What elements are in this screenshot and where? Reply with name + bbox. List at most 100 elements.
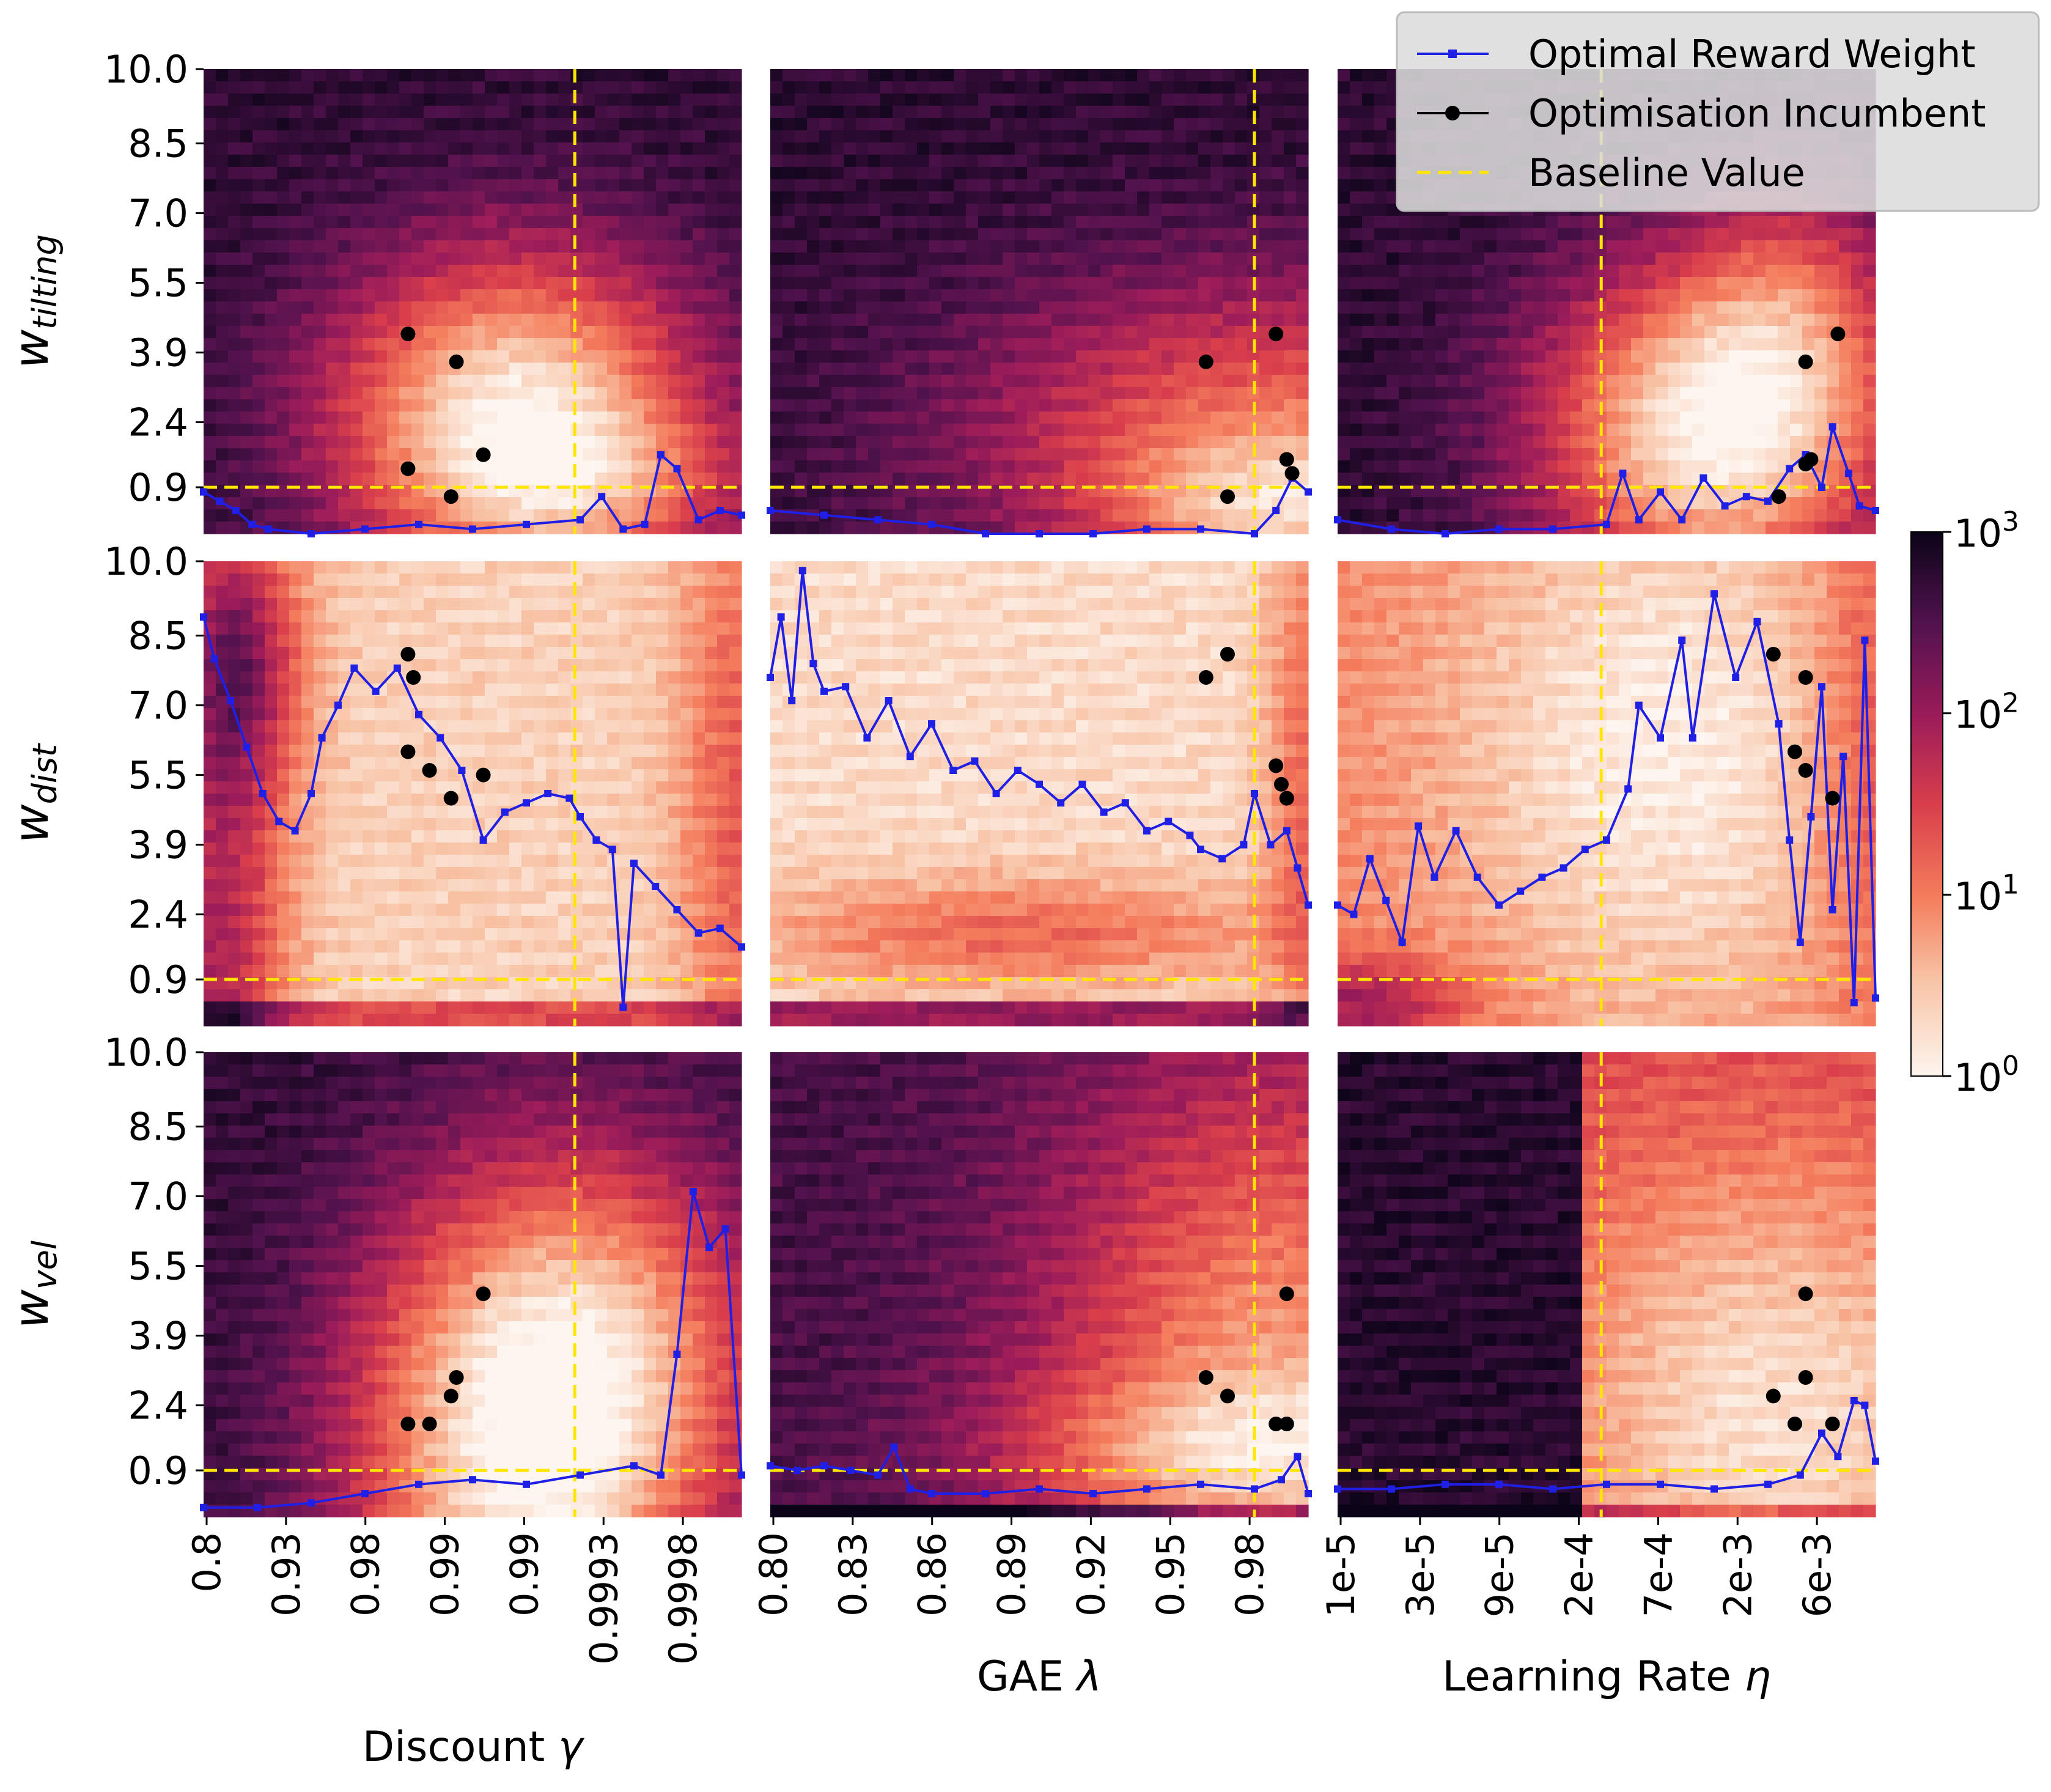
optimisation-incumbent-point <box>1830 326 1846 342</box>
optimal-reward-weight-point <box>1581 846 1589 854</box>
optimal-reward-weight-point <box>721 1225 729 1233</box>
optimal-reward-weight-point <box>523 1480 530 1488</box>
colorbar-tick-label: 103 <box>1954 506 2019 556</box>
optimal-reward-weight-point <box>716 507 724 514</box>
x-tick-label: 0.99 <box>502 1532 547 1617</box>
optimal-reward-weight-point <box>1036 780 1043 788</box>
optimal-reward-weight-point <box>716 924 724 932</box>
heatmap-grid <box>200 69 1879 1517</box>
optimal-reward-weight-point <box>694 516 702 524</box>
optimal-reward-weight-point <box>863 734 871 742</box>
optimal-reward-weight-point <box>1721 502 1729 510</box>
optimal-reward-weight-point <box>1834 1453 1842 1461</box>
optimal-reward-weight-point <box>842 683 850 691</box>
optimal-reward-weight-point <box>1742 493 1750 501</box>
optimal-reward-weight-point <box>1635 516 1643 524</box>
optimal-reward-weight-point <box>334 701 342 709</box>
optimal-reward-weight-point <box>767 507 774 514</box>
optimal-reward-weight-point <box>641 520 649 528</box>
optimisation-incumbent-point <box>400 1417 416 1431</box>
x-tick-label: 0.83 <box>831 1532 875 1617</box>
optimisation-incumbent-point <box>1766 647 1781 662</box>
panel-r2-c0 <box>200 1052 745 1517</box>
x-axis-label-symbol: η <box>1745 1653 1771 1701</box>
optimal-reward-weight-point <box>1699 474 1707 482</box>
optimal-reward-weight-point <box>1186 831 1194 839</box>
colorbar-gradient <box>1910 531 1943 1077</box>
optimal-reward-weight-point <box>982 1490 989 1497</box>
optimisation-incumbent-point <box>1798 1286 1813 1302</box>
y-tick-label: 8.5 <box>128 122 188 166</box>
x-tick-label: 0.93 <box>264 1532 309 1617</box>
optimal-reward-weight-point <box>1764 497 1772 505</box>
optimal-reward-weight-point <box>1850 1397 1858 1404</box>
optimal-reward-weight-point <box>928 1490 935 1497</box>
optimal-reward-weight-point <box>415 1480 422 1488</box>
optimal-reward-weight-point <box>1078 780 1086 788</box>
optimal-reward-weight-point <box>1495 1480 1503 1488</box>
optimal-reward-weight-point <box>673 465 681 473</box>
optimal-reward-weight-point <box>523 520 530 528</box>
optimal-reward-weight-point <box>291 827 299 835</box>
y-axis-label-sub: tilting <box>26 234 64 330</box>
optimal-reward-weight-point <box>1143 525 1151 533</box>
optimal-reward-weight-point <box>1143 1485 1151 1493</box>
optimal-reward-weight-point <box>350 664 358 672</box>
optimal-reward-weight-point <box>630 860 638 867</box>
optimal-reward-weight-point <box>415 520 422 528</box>
optimal-reward-weight-point <box>1294 1453 1302 1461</box>
optimal-reward-weight-point <box>1619 470 1627 477</box>
optimal-reward-weight-point <box>777 613 785 621</box>
y-tick-label: 8.5 <box>128 614 188 658</box>
y-tick-label: 5.5 <box>128 261 188 306</box>
optimal-reward-weight-point <box>1218 855 1226 863</box>
optimal-reward-weight-point <box>254 1503 261 1511</box>
optimisation-incumbent-point <box>400 744 416 759</box>
optimisation-incumbent-point <box>406 670 421 685</box>
optimal-reward-weight-point <box>1710 1485 1718 1493</box>
optimal-reward-weight-point <box>619 1003 627 1011</box>
optimal-reward-weight-point <box>992 790 1000 797</box>
optimal-reward-weight-point <box>248 520 256 528</box>
optimisation-incumbent-point <box>1788 744 1802 759</box>
optimal-reward-weight-point <box>657 1471 665 1479</box>
optimal-reward-weight-point <box>592 836 600 844</box>
optimal-reward-weight-point <box>469 1476 476 1484</box>
optimal-reward-weight-point <box>652 883 660 890</box>
optimal-reward-weight-point <box>1753 618 1761 625</box>
optimisation-incumbent-point <box>1198 670 1213 685</box>
optimal-reward-weight-point <box>1350 910 1358 918</box>
optimisation-incumbent-point <box>1798 1370 1813 1385</box>
legend-box <box>1396 11 2040 212</box>
optimal-reward-weight-point <box>1678 516 1686 524</box>
y-tick-label: 5.5 <box>128 1244 188 1289</box>
optimisation-incumbent-point <box>400 326 416 342</box>
optimal-reward-weight-point <box>1624 785 1632 793</box>
optimal-reward-weight-point <box>372 687 380 695</box>
optimisation-incumbent-point <box>1798 670 1813 685</box>
optimal-reward-weight-point <box>1197 1480 1204 1488</box>
legend-swatch-marker <box>1445 106 1460 120</box>
optimal-reward-weight-point <box>689 1188 697 1195</box>
optimal-reward-weight-point <box>1398 938 1406 946</box>
optimal-reward-weight-point <box>1251 1485 1258 1493</box>
optimal-reward-weight-point <box>1442 1480 1449 1488</box>
optimal-reward-weight-point <box>1688 734 1696 742</box>
optimal-reward-weight-point <box>1796 1471 1804 1479</box>
x-tick-label: 2e-4 <box>1557 1532 1602 1617</box>
optimal-reward-weight-point <box>820 1462 828 1470</box>
optimisation-incumbent-point <box>443 489 458 504</box>
optimisation-incumbent-point <box>1274 776 1289 792</box>
legend-label: Optimisation Incumbent <box>1528 91 1986 136</box>
optimal-reward-weight-point <box>820 687 828 695</box>
panel-r1-c1 <box>767 561 1312 1027</box>
optimal-reward-weight-point <box>523 799 530 807</box>
colorbar: 100 101 102 103 <box>1910 506 2019 1100</box>
optimal-reward-weight-point <box>1388 525 1395 533</box>
optimal-reward-weight-point <box>1278 1476 1285 1484</box>
optimal-reward-weight-point <box>307 530 315 537</box>
y-tick-label: 3.9 <box>128 823 188 868</box>
optimal-reward-weight-point <box>738 1471 745 1479</box>
optimal-reward-weight-point <box>576 1471 584 1479</box>
x-tick-label: 0.8 <box>185 1532 229 1593</box>
